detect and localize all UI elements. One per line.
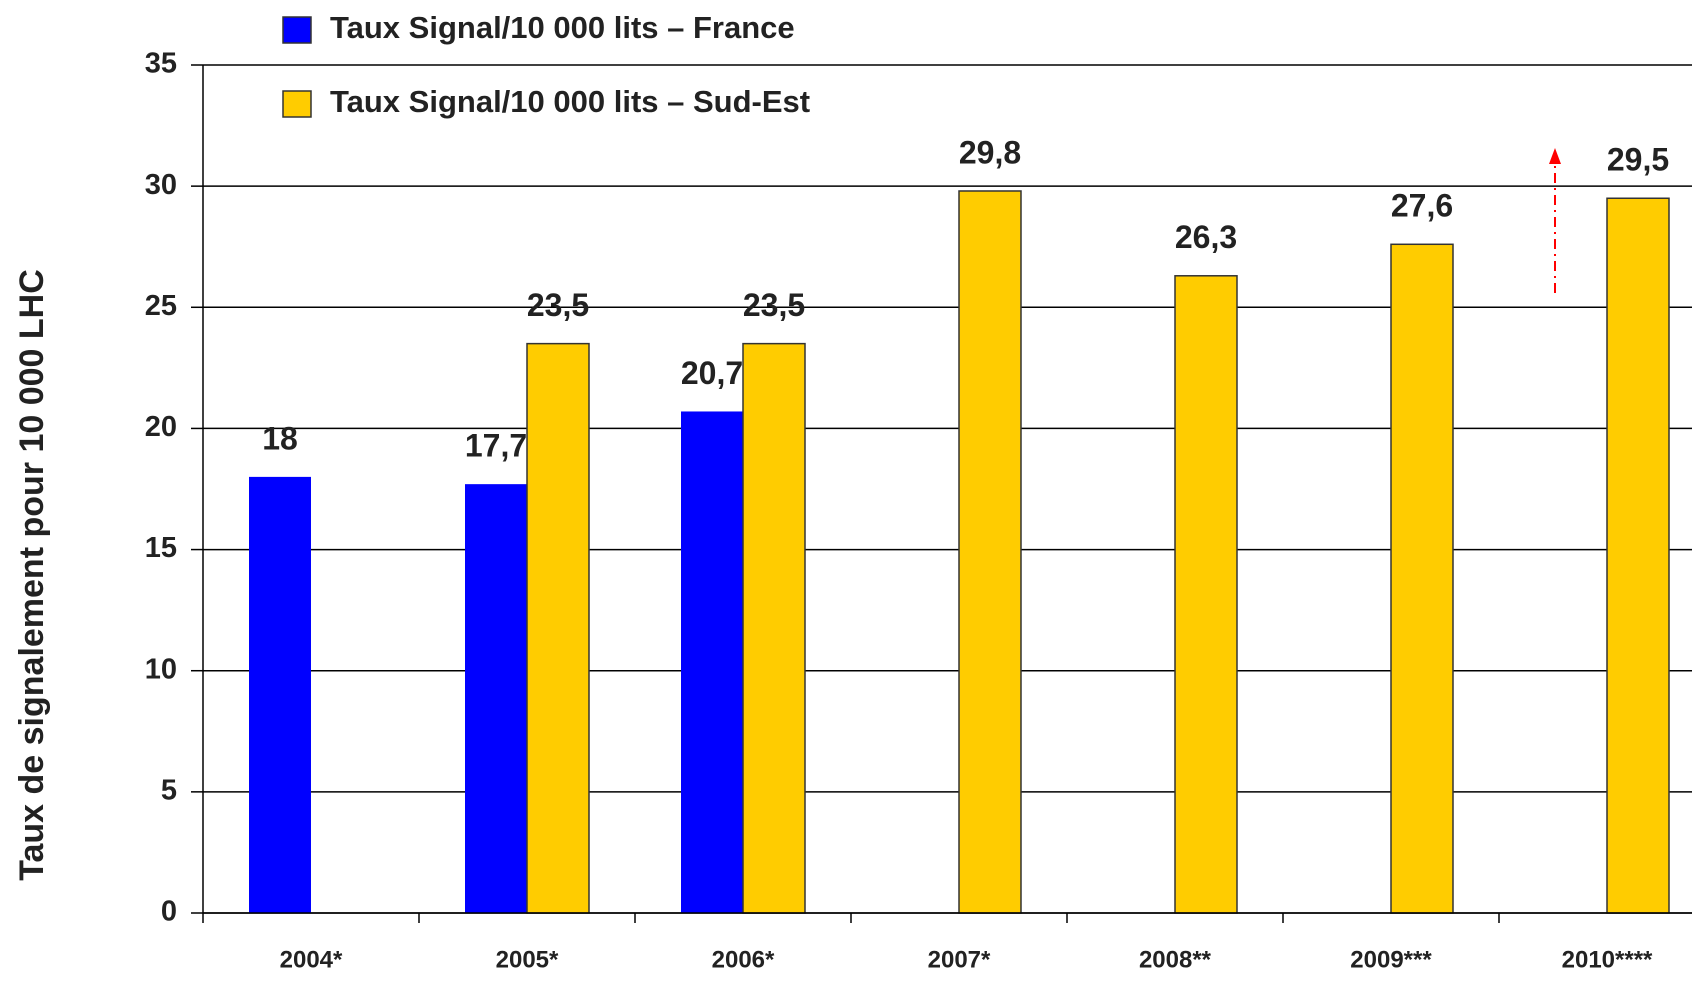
- y-tick-label: 30: [145, 169, 177, 201]
- value-label: 23,5: [527, 287, 589, 323]
- bar: [681, 411, 743, 913]
- y-tick-label: 0: [161, 896, 177, 928]
- value-label: 26,3: [1175, 219, 1237, 255]
- legend-label: Taux Signal/10 000 lits – France: [330, 10, 795, 45]
- legend-swatch: [282, 16, 312, 44]
- x-tick-label: 2009***: [1350, 946, 1432, 973]
- bar: [1390, 243, 1454, 914]
- bar: [526, 342, 590, 914]
- bar: [249, 476, 311, 913]
- bar: [1606, 197, 1670, 914]
- value-label: 23,5: [743, 287, 805, 323]
- y-axis-title: Taux de signalement pour 10 000 LHC: [13, 269, 51, 881]
- x-tick-label: 2005*: [496, 946, 559, 973]
- legend-label: Taux Signal/10 000 lits – Sud-Est: [330, 84, 810, 119]
- value-label: 18: [262, 420, 298, 456]
- value-label: 29,8: [959, 134, 1021, 170]
- x-tick-label: 2010****: [1562, 946, 1653, 973]
- bar: [742, 342, 806, 914]
- x-tick-label: 2004*: [280, 946, 343, 973]
- y-tick-label: 5: [161, 775, 177, 807]
- bar: [1174, 275, 1238, 914]
- value-label: 29,5: [1607, 142, 1669, 178]
- y-tick-label: 15: [145, 532, 177, 564]
- y-tick-label: 35: [145, 48, 177, 80]
- value-label: 27,6: [1391, 188, 1453, 224]
- x-tick-label: 2008**: [1139, 946, 1212, 973]
- y-tick-label: 10: [145, 653, 177, 685]
- x-tick-label: 2006*: [712, 946, 775, 973]
- x-tick-label: 2007*: [928, 946, 991, 973]
- y-tick-label: 20: [145, 411, 177, 443]
- y-tick-label: 25: [145, 290, 177, 322]
- annotation-arrow: [1549, 148, 1561, 293]
- bar: [465, 484, 527, 913]
- bar: [958, 190, 1022, 914]
- value-label: 17,7: [465, 428, 527, 464]
- value-label: 20,7: [681, 355, 743, 391]
- legend-swatch: [282, 90, 312, 118]
